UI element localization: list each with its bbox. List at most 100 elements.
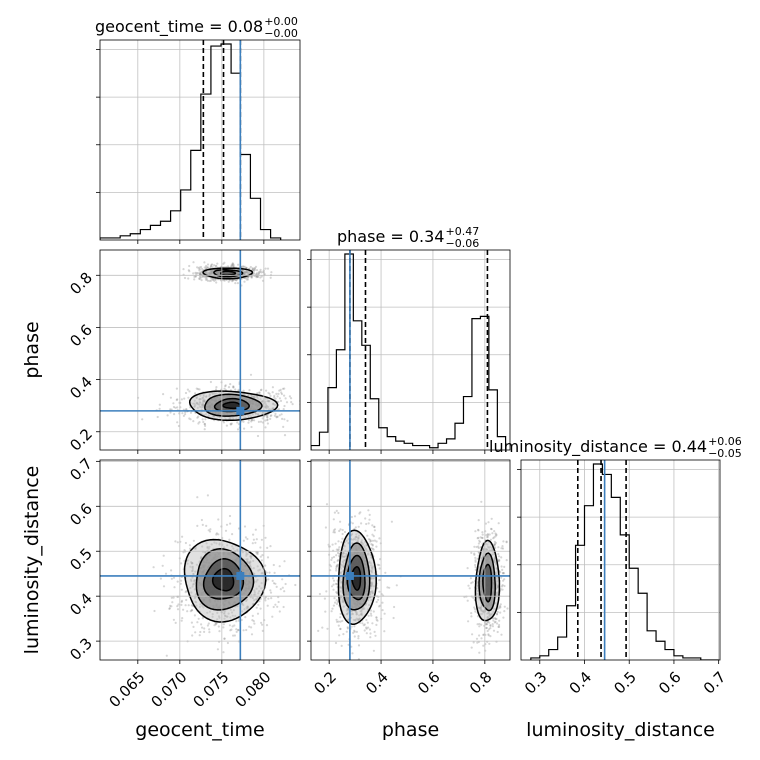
sample-point	[283, 590, 286, 593]
sample-point	[278, 610, 281, 613]
sample-point	[476, 623, 479, 626]
sample-point	[342, 605, 345, 608]
sample-point	[498, 605, 502, 608]
sample-point	[193, 278, 196, 281]
sample-point	[194, 547, 197, 551]
sample-point	[246, 607, 249, 610]
sample-point	[210, 269, 213, 272]
sample-point	[495, 563, 498, 566]
sample-point	[491, 532, 494, 535]
sample-point	[335, 583, 338, 586]
sample-point	[246, 553, 249, 556]
sample-point	[338, 529, 341, 533]
sample-point	[496, 630, 499, 634]
sample-point	[242, 603, 245, 607]
title-upper-error: +0.47	[445, 225, 479, 238]
sample-point	[367, 509, 370, 512]
contour-line	[213, 269, 244, 278]
sample-point	[496, 585, 499, 588]
sample-point	[209, 279, 213, 282]
sample-point	[340, 541, 343, 544]
title-lower-error: −0.06	[445, 237, 479, 250]
sample-point	[353, 527, 356, 531]
sample-point	[281, 586, 284, 589]
sample-point	[470, 646, 473, 649]
sample-point	[331, 577, 335, 580]
sample-point	[223, 637, 226, 640]
sample-point	[251, 419, 254, 422]
sample-point	[370, 585, 373, 588]
sample-point	[223, 279, 226, 282]
sample-point	[203, 627, 206, 630]
sample-point	[205, 278, 208, 281]
sample-point	[496, 585, 499, 589]
sample-point	[335, 602, 339, 606]
sample-point	[263, 597, 267, 600]
sample-point	[259, 555, 262, 558]
sample-point	[223, 612, 226, 615]
sample-point	[365, 626, 368, 629]
sample-point	[201, 402, 204, 405]
sample-point	[208, 530, 212, 533]
sample-point	[497, 522, 500, 525]
sample-point	[211, 271, 214, 274]
sample-point	[360, 541, 363, 544]
sample-point	[373, 529, 376, 532]
sample-point	[205, 395, 208, 398]
sample-point	[330, 610, 333, 613]
sample-point	[336, 592, 339, 595]
sample-point	[494, 543, 497, 546]
sample-point	[351, 652, 354, 655]
sample-point	[201, 626, 204, 629]
sample-point	[191, 569, 194, 572]
sample-point	[247, 419, 251, 422]
sample-point	[203, 266, 206, 269]
sample-point	[471, 581, 474, 584]
sample-point	[232, 385, 235, 388]
sample-point	[211, 271, 214, 274]
sample-point	[489, 545, 492, 548]
sample-point	[476, 641, 479, 644]
sample-point	[372, 649, 375, 652]
sample-point	[182, 414, 185, 417]
sample-point	[501, 584, 504, 587]
sample-point	[353, 629, 356, 632]
sample-point	[254, 528, 257, 531]
sample-point	[361, 543, 364, 546]
sample-point	[260, 538, 263, 541]
sample-point	[217, 518, 220, 521]
sample-point	[378, 579, 381, 582]
sample-point	[363, 623, 366, 626]
sample-point	[206, 624, 209, 627]
sample-point	[231, 614, 234, 617]
sample-point	[341, 600, 344, 604]
sample-point	[190, 591, 193, 594]
sample-point	[480, 623, 483, 626]
sample-point	[181, 412, 184, 415]
sample-point	[369, 593, 372, 596]
title-lower-error: −0.05	[708, 447, 742, 460]
sample-point	[481, 533, 484, 536]
truth-marker	[236, 571, 245, 580]
sample-point	[245, 271, 248, 274]
sample-point	[187, 396, 190, 399]
sample-point	[242, 629, 245, 632]
sample-point	[193, 405, 196, 408]
sample-point	[256, 565, 259, 568]
sample-point	[259, 276, 262, 279]
sample-point	[189, 411, 193, 414]
sample-point	[354, 619, 357, 622]
title-value: luminosity_distance = 0.44	[489, 437, 707, 457]
sample-point	[215, 281, 218, 284]
sample-point	[471, 633, 474, 636]
sample-point	[243, 393, 246, 396]
contour-line	[202, 267, 254, 280]
sample-point	[360, 540, 363, 544]
sample-point	[180, 398, 183, 401]
sample-point	[200, 276, 203, 279]
sample-point	[341, 560, 344, 564]
sample-point	[256, 395, 259, 398]
sample-point	[259, 607, 262, 610]
sample-point	[265, 571, 268, 574]
sample-point	[267, 400, 270, 403]
